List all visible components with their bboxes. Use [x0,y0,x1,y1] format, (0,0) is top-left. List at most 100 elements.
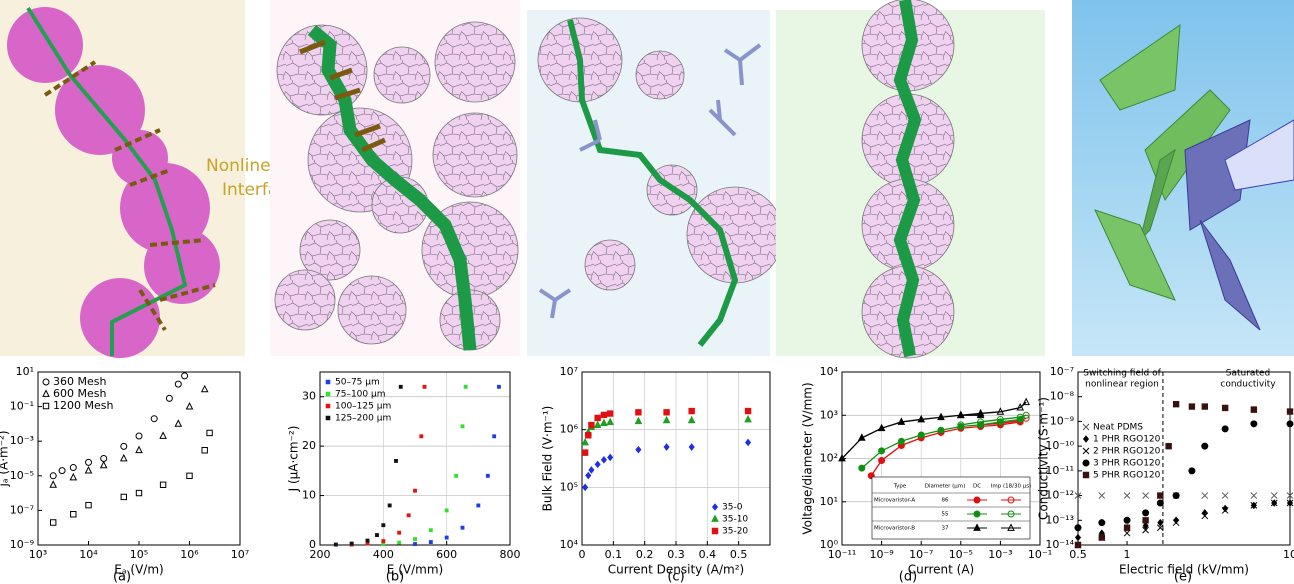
illustration-b [270,0,520,356]
marker [588,466,595,474]
marker [444,508,449,513]
marker [582,483,589,492]
marker [333,542,338,547]
marker [1201,403,1208,410]
marker [585,471,592,480]
marker [1016,413,1024,421]
marker [976,408,985,417]
marker [607,410,614,417]
x-axis-label: Electric field (kV/mm) [1119,563,1249,577]
marker [1074,524,1082,532]
illustration-a: Nonlinear Interfaces [0,0,307,358]
annotation: Saturated [1226,369,1270,379]
marker [917,431,925,439]
marker [69,464,77,472]
x-tick-label: 10⁵ [130,548,148,561]
marker [1157,518,1164,527]
marker [635,445,642,454]
marker [1142,509,1150,517]
y-axis-label: Conductivity (S·m⁻¹) [1037,397,1051,520]
marker [687,415,696,424]
marker [917,414,926,423]
legend-label: 2 PHR RGO120 [1093,447,1161,457]
marker [206,429,213,437]
plot-area [1078,372,1290,545]
x-tick-label: 0.1 [605,548,623,561]
marker [744,407,752,415]
legend-label: 5 PHR RGO120 [1093,471,1161,481]
marker [1286,499,1294,507]
illustration-c [527,10,784,356]
y-axis-label: J (μA·cm⁻²) [287,426,301,493]
table-symbol [973,496,981,504]
table-symbol [973,510,981,518]
legend-label: 75–100 μm [335,390,385,400]
marker [492,434,497,439]
marker [1222,504,1229,513]
marker [135,432,143,440]
x-tick-label: 400 [373,548,394,561]
marker [956,410,965,419]
legend-marker [325,415,331,421]
table-header: Diameter (μm) [925,484,966,490]
marker [485,473,490,478]
marker [1157,492,1164,499]
y-tick-label: 10⁻⁵ [10,469,34,482]
marker [150,415,158,423]
marker [159,481,167,489]
y-tick-label: 0 [309,538,316,551]
marker [1123,516,1131,524]
table-header: Type [893,484,907,490]
marker [744,414,752,423]
y-tick-label: 10⁻⁹ [1050,414,1074,427]
marker [588,421,595,429]
marker [49,480,58,488]
y-tick-label: 10⁻⁷ [1050,365,1074,378]
marker [476,503,481,508]
marker [120,442,128,450]
legend-label: 360 Mesh [53,375,106,388]
y-tick-label: 10⁻¹ [10,400,34,413]
marker [463,384,468,389]
marker [1286,408,1294,415]
marker [607,453,614,462]
marker [1188,403,1196,410]
marker [185,401,194,410]
x-tick-label: 10 [1283,548,1294,561]
marker [1221,425,1229,433]
marker [444,535,449,540]
marker [838,453,846,462]
marker [585,432,592,439]
y-tick-label: 10⁻³ [10,434,34,447]
marker [1188,467,1196,475]
illustration-e [1072,0,1294,356]
marker [937,412,945,421]
marker [688,443,695,451]
marker [937,426,945,434]
x-tick-label: 600 [436,548,457,561]
marker [1172,492,1180,500]
legend-marker [1082,447,1090,455]
legend-marker [1082,459,1090,467]
marker [165,394,173,402]
marker [957,421,965,429]
table-symbol [1007,523,1015,531]
marker [99,460,108,469]
legend-marker [325,379,331,385]
legend-marker [1082,435,1090,443]
marker [419,434,424,439]
x-tick-label: 10⁻⁵ [949,548,973,561]
legend-label: 600 Mesh [53,387,106,400]
table-cell: Microvaristor-B [874,526,915,532]
marker [634,416,643,425]
marker [50,519,57,526]
legend-marker [42,389,50,397]
marker [688,407,695,415]
marker [600,456,607,464]
marker [349,541,354,546]
y-tick-label: 10⁰ [820,538,839,551]
marker [49,472,57,480]
marker [85,458,92,466]
marker [460,525,465,530]
